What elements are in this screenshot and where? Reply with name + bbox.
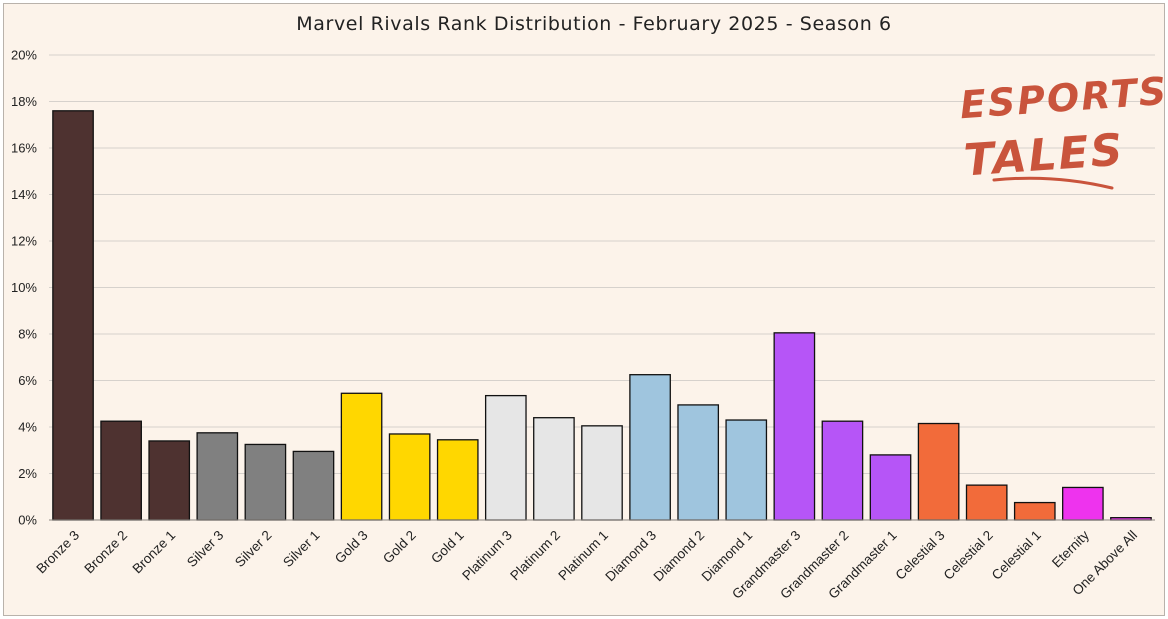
y-tick-label: 16% [11, 141, 37, 156]
x-tick-label: Silver 3 [184, 528, 226, 570]
x-tick-label: Platinum 3 [459, 528, 515, 584]
y-tick-label: 8% [18, 327, 37, 342]
y-tick-label: 12% [11, 234, 37, 249]
bar-chart: Marvel Rivals Rank Distribution - Februa… [11, 13, 1164, 602]
x-tick-label: Bronze 3 [33, 528, 82, 577]
x-tick-label: Gold 3 [332, 528, 371, 567]
logo-line2: TALES [962, 124, 1126, 186]
x-tick-label: Platinum 2 [507, 528, 563, 584]
bar [436, 439, 479, 521]
bar [244, 443, 287, 521]
bar [725, 419, 768, 521]
bar [965, 484, 1008, 521]
bar [1013, 501, 1056, 521]
y-tick-label: 0% [18, 513, 37, 528]
bar [148, 440, 191, 521]
bar [100, 420, 142, 521]
x-tick-label: Eternity [1049, 527, 1092, 570]
bar [677, 404, 720, 521]
x-tick-label: Silver 2 [232, 528, 274, 570]
y-tick-label: 4% [18, 420, 37, 435]
x-tick-label: Celestial 2 [941, 528, 996, 583]
x-tick-label: Diamond 2 [651, 528, 708, 585]
bar [196, 432, 239, 521]
x-axis-labels: Bronze 3 Bronze 2 Bronze 1 Silver 3 Silver 2… [33, 527, 1140, 601]
bar [581, 425, 623, 521]
x-tick-label: Gold 1 [428, 528, 467, 567]
logo-line1: ESPORTS [958, 69, 1164, 127]
bar [533, 417, 575, 521]
y-tick-label: 2% [18, 466, 37, 481]
bar [869, 454, 912, 521]
gridlines [49, 54, 1155, 474]
esports-tales-logo: ESPORTS TALES [958, 69, 1164, 190]
bar [340, 392, 383, 521]
x-tick-label: Silver 1 [280, 528, 322, 570]
y-tick-label: 14% [11, 187, 37, 202]
x-tick-label: Bronze 2 [81, 528, 130, 577]
bar [52, 110, 94, 521]
chart-frame: Marvel Rivals Rank Distribution - Februa… [3, 3, 1165, 616]
x-tick-label: Bronze 1 [130, 528, 179, 577]
y-tick-label: 6% [18, 373, 37, 388]
chart-title: Marvel Rivals Rank Distribution - Februa… [296, 13, 891, 35]
bar [1062, 486, 1104, 521]
y-tick-label: 18% [11, 94, 37, 109]
y-axis-ticks: 0% 2% 4% 6% 8% 10% 12% 14% 16% 18% 20% [11, 48, 37, 528]
bar [821, 420, 864, 521]
x-tick-label: Celestial 3 [893, 528, 948, 583]
logo-brush-stroke [992, 176, 1114, 190]
bar [773, 332, 816, 521]
bar [484, 394, 527, 521]
y-tick-label: 10% [11, 280, 37, 295]
x-tick-label: Celestial 1 [989, 528, 1044, 583]
bar [629, 374, 671, 521]
y-tick-label: 20% [11, 48, 37, 63]
x-tick-label: Gold 2 [380, 528, 419, 567]
bar [292, 450, 335, 521]
x-tick-label: Diamond 3 [602, 528, 659, 585]
bar [388, 433, 431, 521]
bar [917, 422, 960, 521]
